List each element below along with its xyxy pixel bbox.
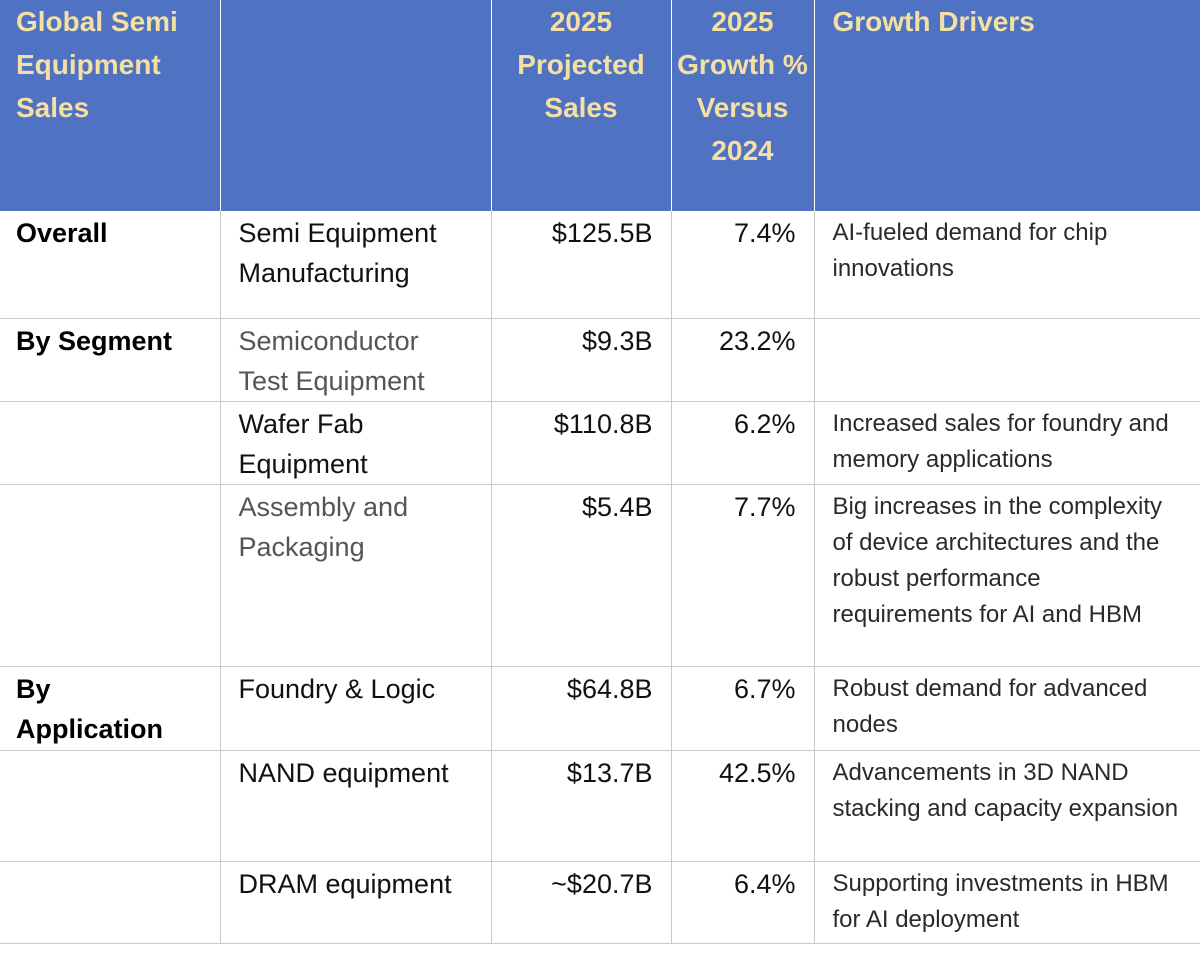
item-cell: Wafer Fab Equipment bbox=[220, 401, 492, 485]
category-cell bbox=[0, 861, 221, 944]
growth-cell: 6.7% bbox=[671, 666, 815, 751]
projected-sales-cell: $13.7B bbox=[491, 750, 672, 862]
item-cell: Assembly and Packaging bbox=[220, 484, 492, 667]
growth-cell: 7.4% bbox=[671, 211, 815, 319]
table-row: Wafer Fab Equipment $110.8B 6.2% Increas… bbox=[0, 401, 1200, 485]
header-item bbox=[220, 0, 492, 211]
growth-drivers-cell bbox=[814, 318, 1200, 402]
projected-sales-cell: $5.4B bbox=[491, 484, 672, 667]
growth-cell: 23.2% bbox=[671, 318, 815, 402]
header-growth-drivers: Growth Drivers bbox=[814, 0, 1200, 211]
item-cell: DRAM equipment bbox=[220, 861, 492, 944]
header-2025-projected-sales: 2025 Projected Sales bbox=[491, 0, 672, 211]
projected-sales-cell: $64.8B bbox=[491, 666, 672, 751]
item-cell: NAND equipment bbox=[220, 750, 492, 862]
category-cell bbox=[0, 484, 221, 667]
growth-cell: 6.4% bbox=[671, 861, 815, 944]
growth-drivers-cell: AI-fueled demand for chip innovations bbox=[814, 211, 1200, 319]
table-row: NAND equipment $13.7B 42.5% Advancements… bbox=[0, 750, 1200, 862]
table-row: By Segment Semiconductor Test Equipment … bbox=[0, 318, 1200, 402]
category-cell: By Segment bbox=[0, 318, 221, 402]
table-row: Overall Semi Equipment Manufacturing $12… bbox=[0, 211, 1200, 319]
projected-sales-cell: $125.5B bbox=[491, 211, 672, 319]
table-row: By Application Foundry & Logic $64.8B 6.… bbox=[0, 666, 1200, 751]
category-cell bbox=[0, 401, 221, 485]
projected-sales-cell: $9.3B bbox=[491, 318, 672, 402]
item-cell: Semiconductor Test Equipment bbox=[220, 318, 492, 402]
projected-sales-cell: $110.8B bbox=[491, 401, 672, 485]
growth-drivers-cell: Increased sales for foundry and memory a… bbox=[814, 401, 1200, 485]
growth-cell: 7.7% bbox=[671, 484, 815, 667]
header-global-semi-equipment-sales: Global Semi Equipment Sales bbox=[0, 0, 221, 211]
growth-drivers-cell: Supporting investments in HBM for AI dep… bbox=[814, 861, 1200, 944]
category-cell: Overall bbox=[0, 211, 221, 319]
header-2025-growth-percent: 2025 Growth % Versus 2024 bbox=[671, 0, 815, 211]
table-row: Assembly and Packaging $5.4B 7.7% Big in… bbox=[0, 484, 1200, 667]
growth-drivers-cell: Big increases in the complexity of devic… bbox=[814, 484, 1200, 667]
growth-drivers-cell: Advancements in 3D NAND stacking and cap… bbox=[814, 750, 1200, 862]
growth-cell: 42.5% bbox=[671, 750, 815, 862]
growth-cell: 6.2% bbox=[671, 401, 815, 485]
category-cell: By Application bbox=[0, 666, 221, 751]
item-cell: Semi Equipment Manufacturing bbox=[220, 211, 492, 319]
category-cell bbox=[0, 750, 221, 862]
growth-drivers-cell: Robust demand for advanced nodes bbox=[814, 666, 1200, 751]
item-cell: Foundry & Logic bbox=[220, 666, 492, 751]
table-row: DRAM equipment ~$20.7B 6.4% Supporting i… bbox=[0, 861, 1200, 944]
table-header-row: Global Semi Equipment Sales 2025 Project… bbox=[0, 0, 1200, 211]
projected-sales-cell: ~$20.7B bbox=[491, 861, 672, 944]
